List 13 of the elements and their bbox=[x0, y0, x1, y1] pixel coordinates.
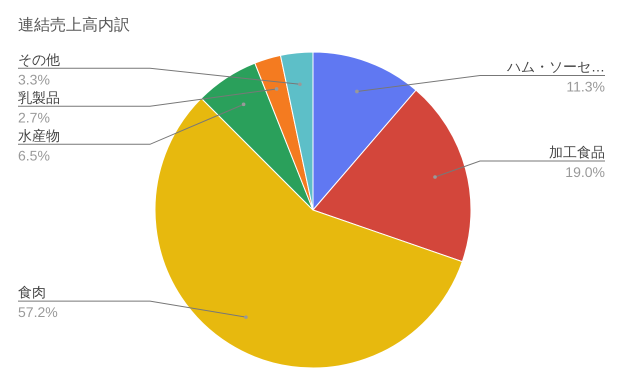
slice-label: 加工食品 bbox=[549, 144, 605, 160]
data-label: 6.5% bbox=[18, 147, 50, 164]
slice-label: ハム・ソーセ… bbox=[506, 58, 605, 74]
data-label: 11.3% bbox=[566, 78, 605, 94]
slice-label: 乳製品 bbox=[18, 89, 60, 106]
slice-label: その他 bbox=[18, 51, 60, 68]
data-label: 19.0% bbox=[565, 164, 605, 180]
data-label: 3.3% bbox=[18, 71, 50, 88]
chart-title: 連結売上高内訳 bbox=[18, 16, 130, 34]
slice-label: 水産物 bbox=[18, 127, 60, 144]
slice-label: 食肉 bbox=[18, 284, 46, 300]
data-label: 2.7% bbox=[18, 109, 50, 126]
data-label: 57.2% bbox=[18, 304, 58, 320]
